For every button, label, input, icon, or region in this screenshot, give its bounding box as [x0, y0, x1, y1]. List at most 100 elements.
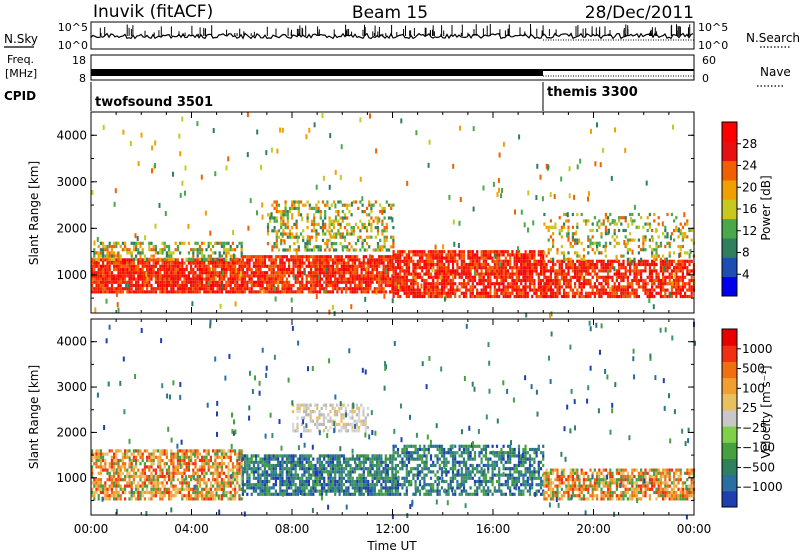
- power-cell: [174, 280, 177, 284]
- power-cell: [607, 262, 610, 267]
- power-cell: [598, 282, 601, 286]
- power-cell: [686, 259, 689, 263]
- power-cell: [121, 258, 124, 262]
- power-cell: [449, 269, 452, 273]
- power-cell: [539, 256, 543, 260]
- power-cell: [668, 251, 671, 255]
- power-cell: [209, 248, 212, 252]
- power-cell: [305, 258, 308, 262]
- power-cell: [686, 269, 689, 273]
- power-cell: [600, 235, 603, 239]
- velocity-cell: [179, 455, 182, 459]
- power-cell: [686, 288, 689, 292]
- velocity-cell: [241, 476, 244, 480]
- power-cell: [574, 266, 577, 270]
- power-cell: [511, 275, 514, 279]
- power-cell: [234, 261, 237, 265]
- power-cell: [394, 291, 397, 295]
- velocity-cell: [141, 481, 144, 485]
- power-cell: [330, 203, 333, 207]
- power-cell: [456, 266, 459, 270]
- power-cell: [571, 294, 574, 299]
- power-cell: [277, 274, 280, 278]
- power-cell: [454, 282, 457, 286]
- power-cell: [511, 253, 514, 257]
- power-cell: [582, 262, 585, 267]
- power-cell: [315, 206, 318, 210]
- power-cell: [316, 277, 319, 281]
- power-cell: [194, 248, 197, 252]
- velocity-cell: [146, 465, 149, 469]
- velocity-cell: [176, 478, 179, 482]
- power-cell: [506, 250, 510, 254]
- power-cell: [281, 283, 284, 288]
- velocity-cell: [115, 481, 118, 485]
- power-cell: [375, 267, 379, 272]
- power-cell: [421, 275, 424, 279]
- power-cell: [642, 238, 645, 242]
- velocity-cell: [93, 484, 96, 488]
- power-cell: [436, 259, 439, 263]
- power-cell: [91, 264, 94, 268]
- power-cell: [137, 251, 140, 255]
- power-cell: [567, 266, 570, 270]
- power-cell: [587, 269, 590, 273]
- power-cell: [565, 257, 568, 261]
- power-cell: [331, 271, 335, 275]
- velocity-cell: [201, 462, 204, 466]
- power-cell: [321, 229, 325, 233]
- power-cell: [655, 244, 658, 249]
- power-cell: [106, 274, 109, 278]
- power-cell: [159, 280, 162, 284]
- velocity-cell: [121, 487, 124, 491]
- power-cell: [451, 253, 455, 257]
- power-cell: [554, 262, 557, 267]
- power-cell: [248, 290, 251, 294]
- power-cell: [524, 288, 527, 292]
- power-cell: [163, 277, 166, 281]
- power-cell: [352, 229, 355, 233]
- velocity-cell: [181, 462, 184, 466]
- power-cell: [517, 291, 521, 295]
- power-cell: [462, 272, 466, 276]
- power-cell: [582, 275, 585, 279]
- power-cell: [383, 206, 386, 210]
- power-cell: [620, 278, 623, 283]
- power-cell: [373, 277, 376, 281]
- power-cell: [340, 258, 343, 262]
- power-scatter-cell: [496, 192, 499, 198]
- power-cell: [489, 294, 492, 299]
- velocity-cell: [220, 494, 223, 498]
- power-scatter-cell: [385, 268, 388, 274]
- power-cell: [347, 267, 350, 272]
- power-cell: [360, 290, 363, 294]
- velocity-cell: [227, 478, 230, 482]
- power-cell: [587, 291, 590, 295]
- power-cell: [108, 271, 111, 275]
- power-cell: [528, 288, 532, 292]
- power-cell: [279, 274, 282, 278]
- power-cell: [543, 259, 546, 263]
- power-cell: [340, 277, 343, 281]
- power-cell: [163, 241, 166, 245]
- power-cell: [571, 212, 574, 217]
- power-cell: [640, 262, 643, 267]
- power-cell: [320, 261, 324, 265]
- power-cell: [436, 272, 439, 276]
- power-cell: [542, 253, 545, 257]
- power-cell: [316, 290, 319, 294]
- power-cell: [285, 290, 288, 294]
- power-cell: [528, 259, 532, 263]
- power-cell: [651, 228, 654, 233]
- power-cell: [108, 241, 111, 245]
- velocity-cell: [154, 449, 157, 453]
- velocity-cell: [198, 474, 201, 479]
- power-cell: [535, 266, 538, 270]
- velocity-cell: [223, 487, 226, 491]
- velocity-cell: [110, 449, 113, 453]
- velocity-cell: [121, 462, 124, 466]
- power-cell: [526, 259, 529, 263]
- power-cell: [578, 294, 581, 299]
- velocity-cell: [234, 474, 237, 479]
- velocity-cell: [104, 481, 107, 485]
